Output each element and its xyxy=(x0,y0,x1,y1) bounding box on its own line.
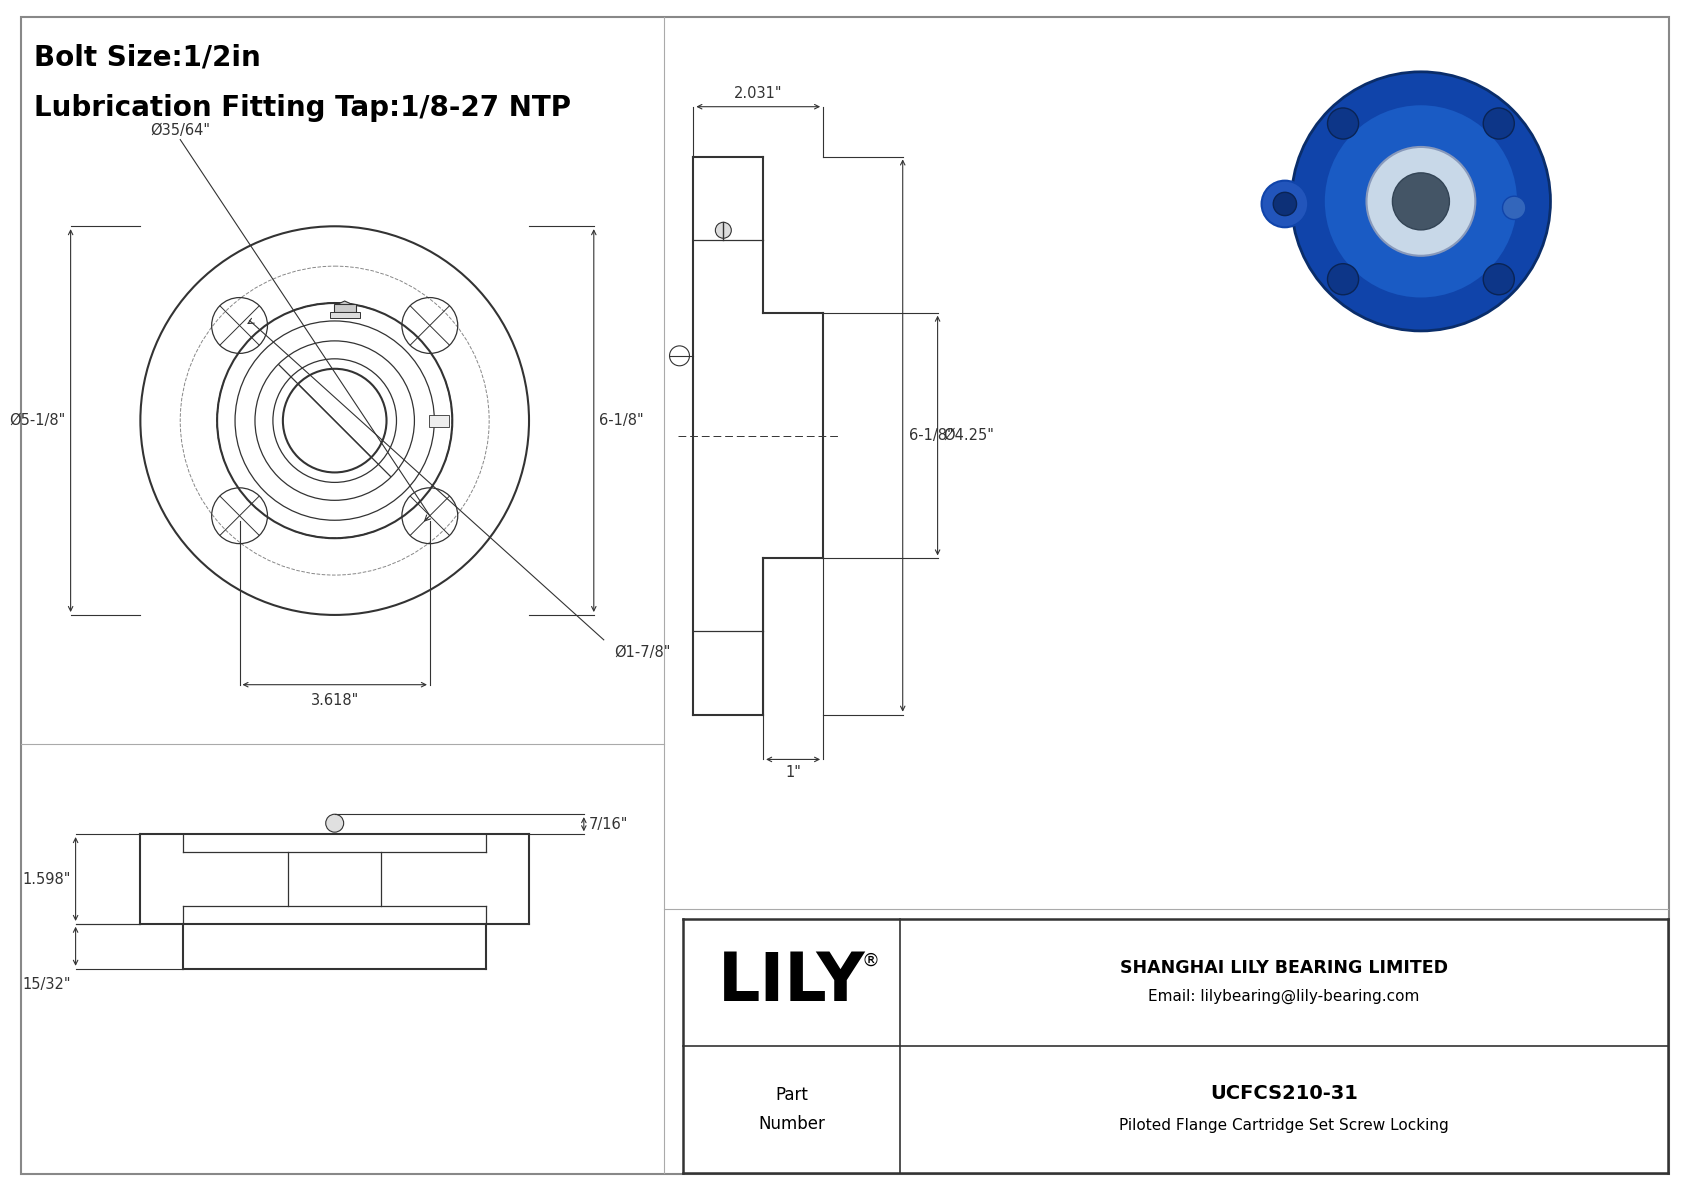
Circle shape xyxy=(1393,173,1450,230)
Text: Part
Number: Part Number xyxy=(758,1086,825,1133)
Text: Lubrication Fitting Tap:1/8-27 NTP: Lubrication Fitting Tap:1/8-27 NTP xyxy=(34,94,571,121)
Text: UCFCS210-31: UCFCS210-31 xyxy=(1211,1084,1357,1103)
Circle shape xyxy=(1484,263,1514,295)
Text: Ø4.25": Ø4.25" xyxy=(943,428,995,443)
Circle shape xyxy=(1292,71,1551,331)
Text: 15/32": 15/32" xyxy=(22,977,71,992)
Text: LILY: LILY xyxy=(717,949,866,1016)
Circle shape xyxy=(716,223,731,238)
Circle shape xyxy=(1327,263,1359,295)
Circle shape xyxy=(1324,104,1517,299)
Circle shape xyxy=(1484,108,1514,139)
Bar xyxy=(330,312,360,318)
Text: SHANGHAI LILY BEARING LIMITED: SHANGHAI LILY BEARING LIMITED xyxy=(1120,960,1448,978)
Text: 2.031": 2.031" xyxy=(734,86,783,101)
Circle shape xyxy=(1502,197,1526,219)
Polygon shape xyxy=(337,301,352,314)
Text: 1.598": 1.598" xyxy=(22,872,71,886)
Bar xyxy=(333,304,355,312)
Circle shape xyxy=(325,815,344,833)
Text: 7/16": 7/16" xyxy=(589,817,628,831)
Text: Email: lilybearing@lily-bearing.com: Email: lilybearing@lily-bearing.com xyxy=(1148,989,1420,1004)
Bar xyxy=(429,414,450,426)
Circle shape xyxy=(1366,146,1475,256)
Circle shape xyxy=(1327,108,1359,139)
Text: Bolt Size:1/2in: Bolt Size:1/2in xyxy=(34,44,261,71)
Text: Ø5-1/8": Ø5-1/8" xyxy=(10,413,66,428)
Text: Piloted Flange Cartridge Set Screw Locking: Piloted Flange Cartridge Set Screw Locki… xyxy=(1120,1118,1448,1133)
Text: 1": 1" xyxy=(785,766,802,780)
Text: ®: ® xyxy=(862,952,879,969)
Text: Ø1-7/8": Ø1-7/8" xyxy=(613,644,670,660)
Text: Ø35/64": Ø35/64" xyxy=(150,123,210,138)
Circle shape xyxy=(1273,192,1297,216)
Text: 3.618": 3.618" xyxy=(310,693,359,707)
Text: 6-1/8": 6-1/8" xyxy=(909,428,953,443)
Text: 6-1/8": 6-1/8" xyxy=(600,413,643,428)
Circle shape xyxy=(1261,181,1308,227)
